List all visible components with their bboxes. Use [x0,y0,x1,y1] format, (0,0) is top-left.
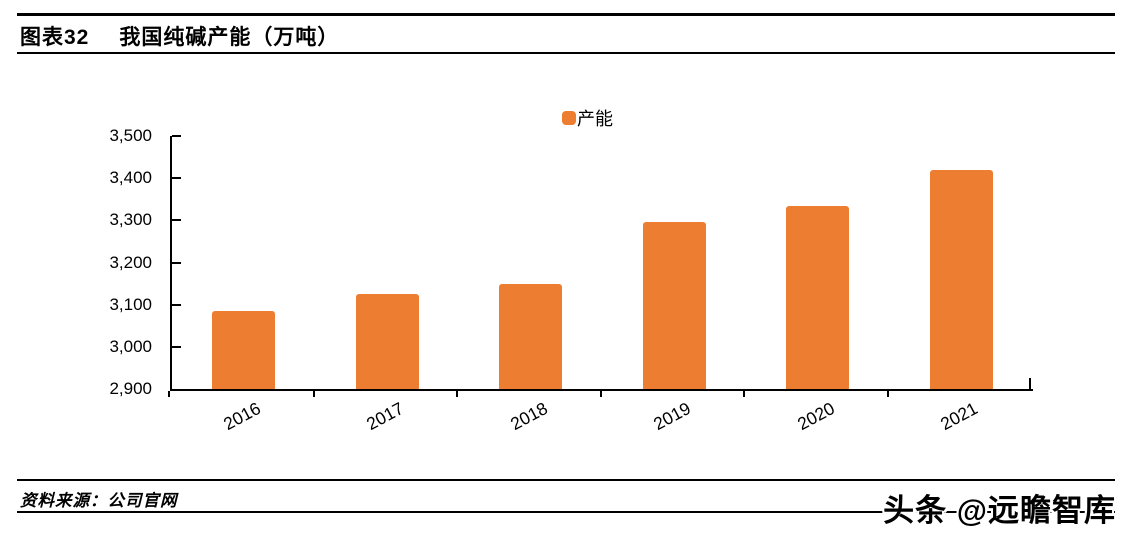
title-rule-bottom [17,52,1115,54]
legend: 产能 [562,105,613,131]
footer-rule-bottom [17,511,1115,513]
y-tick-label: 3,300 [109,210,152,230]
y-tick-label: 3,500 [109,126,152,145]
figure-title: 图表32 我国纯碱产能（万吨） [20,21,339,51]
x-tick-label-2018: 2018 [506,398,551,434]
figure-label: 图表32 [20,26,90,49]
x-axis-tick [886,391,889,397]
x-tick-label-2020: 2020 [793,398,838,434]
footer-rule-top [17,479,1115,481]
y-axis-tick [172,261,181,264]
y-tick-label: 3,200 [109,252,152,272]
figure-title-text: 我国纯碱产能（万吨） [119,26,340,49]
x-axis-tick [312,391,315,397]
legend-swatch [562,111,576,125]
x-tick-label-2021: 2021 [937,398,982,434]
title-rule-top [17,13,1115,16]
y-tick-label: 2,900 [109,379,152,398]
x-axis-tick [743,391,745,397]
bar-2019 [642,222,706,389]
legend-label: 产能 [577,109,613,129]
x-tick-label-2019: 2019 [650,398,695,434]
y-axis-tick [172,135,181,137]
y-axis-tick [172,303,181,306]
x-tick-label-2016: 2016 [219,398,264,434]
y-axis-tick [172,345,181,348]
bar-2016 [212,311,276,389]
y-tick-label: 3,400 [109,168,152,188]
source-note: 资料来源：公司官网 [20,492,178,510]
bar-2018 [499,284,563,389]
y-axis-tick [172,177,181,180]
watermark: 头条 @远瞻智库 [883,493,1116,528]
y-tick-label: 3,100 [109,294,152,314]
bar-2020 [786,206,850,389]
bar-2021 [929,170,993,389]
y-axis-tick [172,219,181,222]
plot-area [170,135,1033,391]
bar-2017 [355,294,419,389]
x-axis-tick [456,391,458,397]
y-tick-label: 3,000 [109,336,152,356]
x-axis-tick [599,391,602,397]
x-tick-label-2017: 2017 [363,398,408,434]
x-axis-end-cap [1029,378,1031,389]
x-axis-tick [168,391,170,397]
